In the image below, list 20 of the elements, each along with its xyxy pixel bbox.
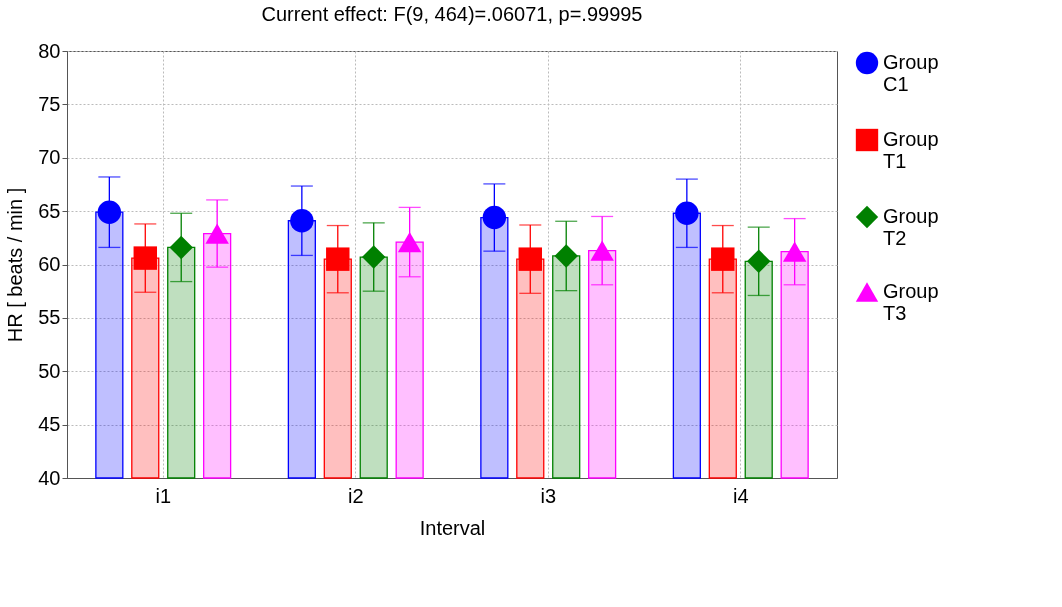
y-tick-label: 75 (38, 92, 61, 115)
chart-title: Current effect: F(9, 464)=.06071, p=.99995 (261, 3, 643, 25)
x-tick-label: i3 (540, 484, 557, 507)
y-tick-label: 55 (38, 306, 61, 329)
y-tick-label: 45 (38, 413, 61, 436)
legend-label: Group T3 (883, 280, 939, 324)
y-tick-label: 60 (38, 253, 61, 275)
x-axis-title: Interval (419, 516, 486, 539)
legend-label: Group C1 (883, 51, 939, 95)
y-tick-label: 65 (38, 199, 61, 222)
y-axis-title: HR [ beats / min ] (4, 187, 27, 343)
y-tick-label: 40 (38, 466, 61, 489)
x-tick-label: i2 (347, 484, 364, 507)
y-tick-label: 80 (38, 39, 61, 62)
legend-label: Group T2 (883, 205, 939, 249)
legend-label: Group T1 (883, 128, 939, 172)
y-tick-label: 70 (38, 146, 61, 169)
x-tick-label: i1 (155, 484, 172, 507)
x-tick-label: i4 (732, 484, 749, 507)
y-tick-label: 50 (38, 359, 61, 382)
